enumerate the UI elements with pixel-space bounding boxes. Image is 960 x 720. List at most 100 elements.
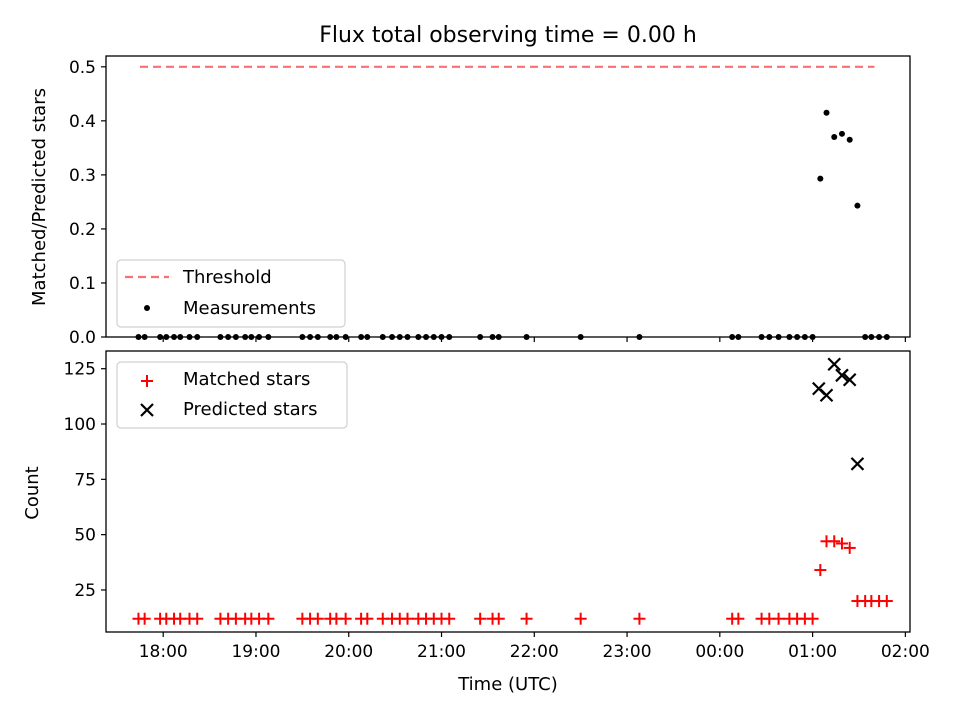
top-y-axis: 0.0 0.1 0.2 0.3 0.4 0.5 [69, 58, 106, 348]
measurement-point [430, 334, 437, 340]
measurement-point [404, 334, 411, 340]
matched-point [443, 612, 456, 625]
measurement-point [831, 134, 838, 141]
matched-point [772, 612, 785, 625]
top-y-tick-label: 0.3 [69, 166, 96, 186]
measurement-point [817, 175, 824, 182]
top-y-axis-label: Matched/Predicted stars [29, 88, 50, 306]
measurement-point [477, 334, 484, 340]
top-y-tick-label: 0.1 [69, 274, 96, 294]
measurement-point [423, 334, 430, 340]
measurement-point [868, 334, 875, 340]
measurement-point [523, 334, 530, 340]
measurement-point [314, 334, 321, 340]
bottom-y-tick-label: 25 [74, 581, 96, 601]
top-y-tick-label: 0.2 [69, 220, 96, 240]
bottom-y-tick-label: 100 [64, 415, 96, 435]
measurement-point [758, 334, 765, 340]
measurement-point [636, 334, 643, 340]
legend-predicted-label: Predicted stars [183, 399, 317, 420]
top-x-axis [162, 337, 906, 342]
measurement-point [801, 334, 808, 340]
measurement-point [766, 334, 773, 340]
bottom-y-axis-label: Count [22, 466, 43, 519]
matched-point [828, 535, 841, 548]
measurement-point [379, 334, 386, 340]
matched-point [806, 612, 819, 625]
measurement-point [577, 334, 584, 340]
measurement-point [342, 334, 349, 340]
measurement-point [327, 334, 334, 340]
x-tick-label: 02:00 [881, 642, 930, 662]
bottom-y-axis: 25 50 75 100 125 [64, 360, 106, 601]
measurement-point [163, 334, 170, 340]
bottom-legend-box [116, 361, 348, 429]
measurement-point [171, 334, 178, 340]
matched-point [191, 612, 204, 625]
bottom-y-tick-label: 75 [74, 470, 96, 490]
measurement-point [396, 334, 403, 340]
measurement-point [242, 334, 249, 340]
measurement-point [862, 334, 869, 340]
measurement-point [256, 334, 263, 340]
bottom-y-tick-label: 50 [74, 526, 96, 546]
matched-point [339, 612, 352, 625]
legend-x-marker-icon [140, 403, 154, 417]
measurement-point [177, 334, 184, 340]
top-y-tick-label: 0.0 [69, 328, 96, 348]
measurement-point [823, 109, 830, 116]
measurement-point [186, 334, 193, 340]
matched-point [835, 537, 848, 550]
matched-point [732, 612, 745, 625]
matched-point [474, 612, 487, 625]
predicted-point [842, 372, 857, 387]
measurement-point [786, 334, 793, 340]
top-y-tick-label: 0.4 [69, 112, 96, 132]
measurement-point [846, 136, 853, 143]
legend-plus-marker-icon [141, 375, 153, 387]
measurement-point [307, 334, 314, 340]
measurement-point [495, 334, 502, 340]
x-tick-label: 19:00 [231, 642, 280, 662]
bottom-y-tick-label: 125 [64, 360, 96, 380]
matched-point [843, 541, 856, 554]
measurement-point [838, 130, 845, 137]
top-panel-frame [105, 55, 911, 338]
top-legend-box [116, 259, 346, 328]
top-plot-area [135, 65, 890, 340]
measurement-point [135, 334, 142, 340]
legend-measurements-label: Measurements [183, 298, 316, 319]
measurement-point [225, 334, 232, 340]
x-tick-label: 20:00 [324, 642, 373, 662]
x-tick-label: 01:00 [788, 642, 837, 662]
measurement-point [389, 334, 396, 340]
top-panel: 0.0 0.1 0.2 0.3 0.4 0.5 Matched/Predicted sta… [29, 55, 911, 348]
x-tick-label: 18:00 [139, 642, 188, 662]
x-tick-label: 21:00 [417, 642, 466, 662]
measurement-point [141, 334, 148, 340]
measurement-point [358, 334, 365, 340]
measurement-point [775, 334, 782, 340]
legend-measurements-marker-icon [144, 305, 150, 311]
matched-point [401, 612, 414, 625]
x-tick-label: 00:00 [695, 642, 744, 662]
measurement-point [809, 334, 816, 340]
matched-point [633, 612, 646, 625]
measurement-point [729, 334, 736, 340]
matched-point [311, 612, 324, 625]
matched-point [138, 612, 151, 625]
measurement-point [794, 334, 801, 340]
bottom-x-axis: 18:00 19:00 20:00 21:00 22:00 23:00 00:00 01:00… [139, 632, 930, 662]
bottom-panel-frame [105, 350, 911, 633]
measurement-point [735, 334, 742, 340]
measurement-point [232, 334, 239, 340]
matched-point [814, 564, 827, 577]
bottom-plot-area [132, 357, 893, 625]
matched-point [361, 612, 374, 625]
legend-threshold-label: Threshold [182, 267, 272, 288]
measurement-point [217, 334, 224, 340]
measurement-point [415, 334, 422, 340]
predicted-point [827, 357, 842, 372]
measurement-point [265, 334, 272, 340]
